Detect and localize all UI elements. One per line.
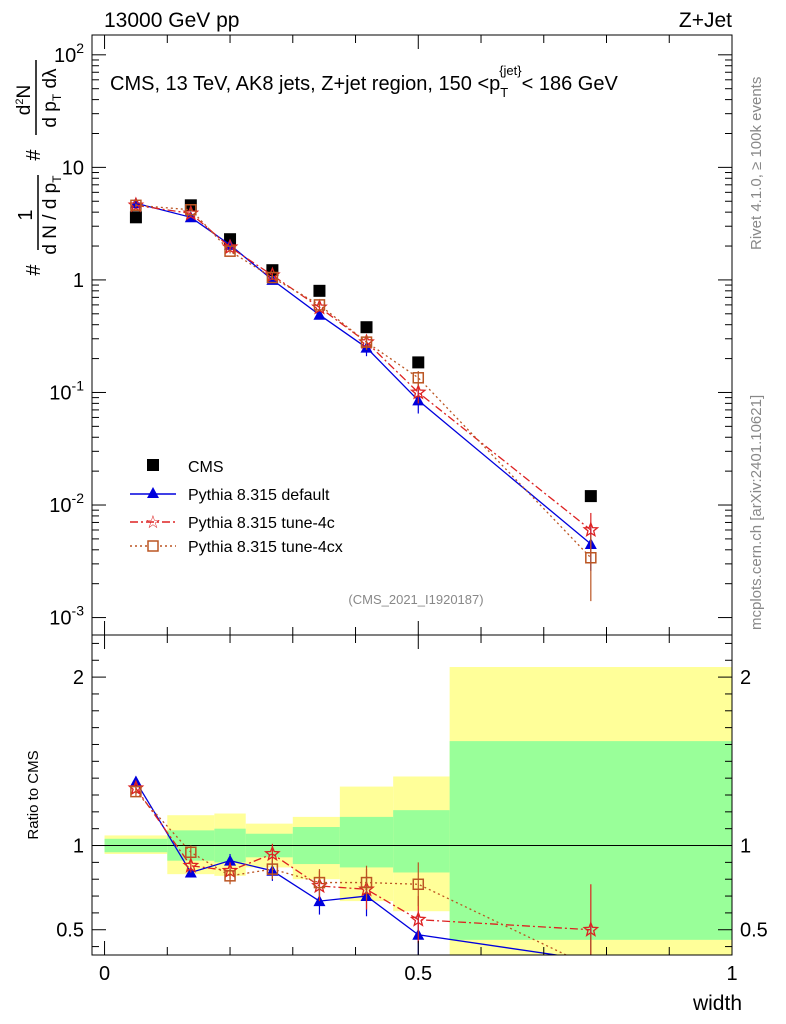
main-point (412, 372, 425, 384)
main-series-line-1 (135, 202, 592, 545)
main-point (584, 490, 597, 503)
ratio-plot-area (92, 667, 732, 972)
ratio-point (130, 785, 142, 798)
svg-text:d pT dλ: d pT dλ (40, 68, 64, 128)
ratio-point (224, 854, 237, 866)
x-tick-label: 0.5 (404, 963, 432, 985)
ratio-y-axis-label: Ratio to CMS (25, 750, 42, 839)
legend: CMS Pythia 8.315 default ☆ Pythia 8.315 … (130, 459, 343, 556)
main-point (412, 356, 425, 369)
main-point (313, 299, 326, 311)
ratio-y-tick-label-right: 1 (740, 836, 751, 858)
main-point (313, 284, 326, 297)
legend-entry-default: Pythia 8.315 default (130, 487, 330, 504)
main-series-line-2 (135, 204, 592, 531)
ratio-point (409, 910, 427, 927)
svg-text:#: # (23, 149, 45, 161)
main-point (409, 383, 427, 400)
ratio-band-green (393, 810, 450, 873)
main-point (582, 521, 600, 538)
y-tick-label: 1 (73, 270, 84, 292)
ratio-point (182, 856, 200, 873)
svg-text:d2N: d2N (14, 85, 35, 115)
ratio-series-2 (130, 785, 596, 972)
ratio-point (590, 954, 592, 955)
ratio-point (224, 870, 236, 882)
header-left-label: 13000 GeV pp (104, 9, 239, 32)
ratio-y-tick-label: 0.5 (56, 920, 84, 942)
ratio-y-tick-label: 2 (73, 667, 84, 689)
ratio-point (586, 962, 596, 972)
legend-entry-tune4cx: Pythia 8.315 tune-4cx (130, 539, 343, 556)
main-plot-area (127, 196, 600, 602)
main-series-line-3 (135, 204, 592, 559)
legend-label-tune4c: Pythia 8.315 tune-4c (188, 515, 335, 532)
main-point (224, 238, 237, 250)
ratio-axis-ticks: 0.5 0.51 12 20 0.5 1 (56, 635, 768, 985)
rivet-label: Rivet 4.1.0, ≥ 100k events (748, 77, 765, 250)
main-point (130, 199, 142, 212)
main-title: CMS, 13 TeV, AK8 jets, Z+jet region, 150… (110, 63, 618, 100)
mcplots-label: mcplots.cern.ch [arXiv:2401.10621] (748, 395, 765, 630)
svg-text:#: # (23, 264, 45, 276)
header-right-label: Z+Jet (679, 9, 732, 32)
y-tick-label: 10-2 (49, 490, 84, 517)
analysis-id: (CMS_2021_I1920187) (348, 592, 483, 607)
ratio-point (582, 920, 600, 937)
legend-entry-cms: CMS (147, 459, 224, 476)
main-point (266, 271, 279, 284)
main-point (360, 336, 373, 348)
main-point (129, 211, 142, 224)
y-tick-label: 10 (62, 157, 84, 179)
main-series-3 (130, 199, 597, 602)
main-point (224, 245, 236, 257)
legend-entry-tune4c: ☆ Pythia 8.315 tune-4c (130, 512, 335, 532)
svg-text:d N / d pT: d N / d pT (40, 175, 64, 255)
ratio-point (412, 878, 425, 891)
ratio-y-tick-label-right: 0.5 (740, 920, 768, 942)
main-y-axis-label: # 1 d N / d pT # d2N d pT dλ (14, 60, 64, 276)
ratio-y-tick-label-right: 2 (740, 667, 751, 689)
y-tick-label: 10-1 (49, 377, 84, 404)
x-tick-label: 1 (726, 963, 737, 985)
y-tick-label: 10-3 (49, 603, 84, 630)
svg-text:☆: ☆ (145, 512, 161, 532)
svg-text:1: 1 (15, 209, 37, 220)
ratio-series-line-1 (135, 787, 591, 931)
x-axis-label: width (692, 992, 742, 1015)
main-point (360, 321, 373, 334)
ratio-point (266, 863, 279, 875)
main-point (585, 551, 597, 564)
ratio-point (185, 846, 197, 859)
main-point (185, 204, 197, 216)
ratio-y-tick-label: 1 (73, 836, 84, 858)
ratio-point (264, 845, 281, 862)
y-tick-label: 102 (54, 40, 84, 67)
legend-label-cms: CMS (188, 459, 224, 476)
legend-label-default: Pythia 8.315 default (188, 487, 330, 504)
ratio-band-green (339, 816, 394, 868)
x-tick-label: 0 (99, 963, 110, 985)
main-point (313, 308, 326, 320)
legend-label-tune4cx: Pythia 8.315 tune-4cx (188, 539, 343, 556)
ratio-series-line-0 (135, 781, 561, 955)
ratio-point (360, 876, 373, 889)
ratio-point (313, 876, 326, 889)
